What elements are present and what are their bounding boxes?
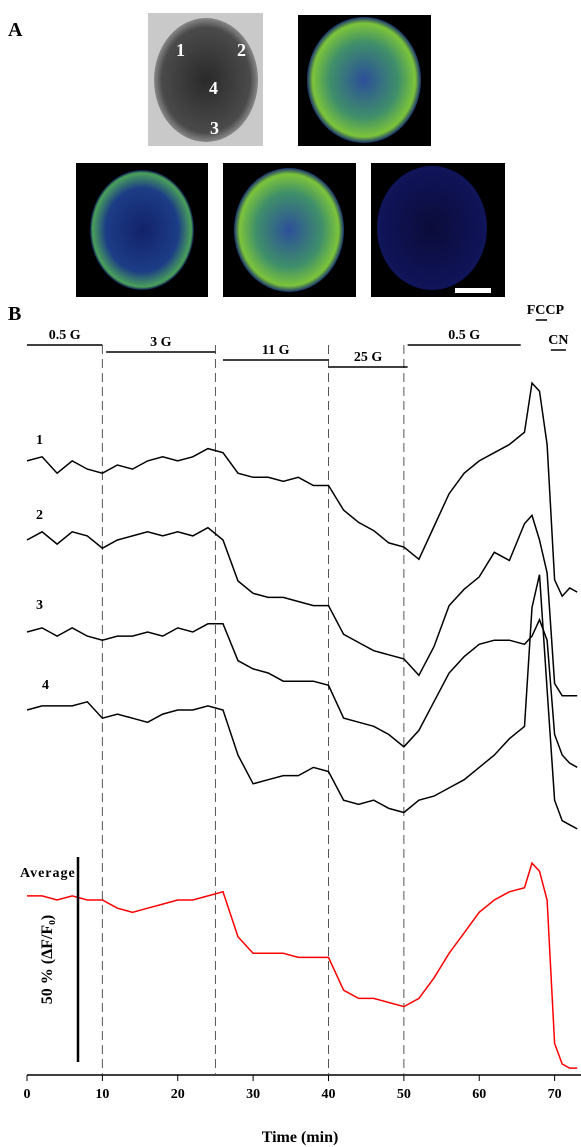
cell-label: 2 — [237, 40, 246, 60]
plot: 0 10 20 30 40 50 60 70 0.5 G 3 G 11 G 25 G 0.5 G FCCP… — [20, 303, 581, 1102]
scale-bar-label: 50 % (ΔF/F₀) — [39, 915, 56, 1004]
trace — [26, 513, 578, 697]
islet — [377, 166, 487, 290]
x-axis-label: Time (min) — [262, 1129, 339, 1146]
trace — [26, 381, 578, 598]
islet — [90, 170, 194, 290]
panel-label: A — [8, 19, 23, 41]
series-label: 3 — [36, 598, 43, 613]
micrographs: 1 2 3 4 — [76, 13, 505, 297]
series-label: 1 — [36, 433, 43, 448]
scale-bar — [455, 288, 491, 293]
x-tick-label: 10 — [95, 1087, 109, 1102]
islet — [154, 18, 258, 142]
islet — [307, 17, 421, 143]
period-label: CN — [548, 333, 568, 348]
x-tick-label: 40 — [321, 1087, 335, 1102]
x-tick-label: 30 — [246, 1087, 260, 1102]
period-label: 0.5 G — [448, 328, 480, 343]
x-tick-label: 70 — [548, 1087, 562, 1102]
islet — [234, 168, 344, 292]
period-label: 3 G — [150, 335, 172, 350]
cell-label: 3 — [210, 118, 219, 138]
series-label: 4 — [42, 678, 49, 693]
trace — [26, 617, 578, 768]
series-label: 2 — [36, 508, 43, 523]
period-label: FCCP — [527, 303, 565, 318]
cell-label: 1 — [176, 40, 185, 60]
period-label: 11 G — [262, 343, 290, 358]
cell-label: 4 — [209, 78, 218, 98]
series-label: Average — [20, 866, 76, 881]
x-tick-label: 0 — [24, 1087, 31, 1102]
x-tick-label: 50 — [397, 1087, 411, 1102]
panel-label: B — [8, 303, 21, 325]
trace — [26, 574, 578, 830]
period-label: 25 G — [354, 350, 383, 365]
trace — [27, 861, 578, 1069]
x-tick-label: 20 — [171, 1087, 185, 1102]
period-label: 0.5 G — [49, 328, 81, 343]
x-tick-label: 60 — [472, 1087, 486, 1102]
